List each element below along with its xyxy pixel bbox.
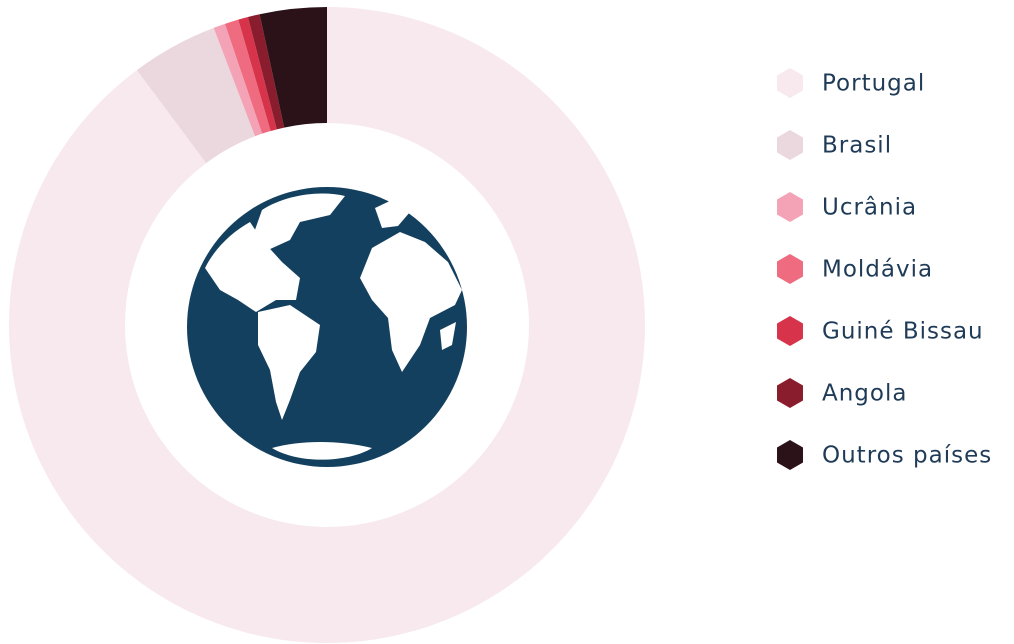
legend-label: Outros países [822, 443, 992, 469]
legend-label: Angola [822, 381, 907, 407]
legend-marker [777, 130, 803, 160]
donut [8, 7, 645, 643]
legend-label: Moldávia [822, 257, 933, 283]
slice [213, 23, 263, 137]
legend-marker [777, 68, 803, 98]
globe-icon [187, 187, 467, 467]
slice [8, 7, 645, 643]
legend-label: Guiné Bissau [822, 319, 984, 345]
slice [238, 16, 277, 132]
legend-marker [777, 316, 803, 346]
legend-label: Brasil [822, 133, 892, 159]
slice [247, 14, 285, 130]
legend-marker [777, 440, 803, 470]
slice [259, 7, 327, 128]
slice [136, 27, 256, 164]
legend-marker [777, 378, 803, 408]
legend-marker [777, 254, 803, 284]
legend-label: Portugal [822, 71, 925, 97]
slice [224, 19, 271, 134]
legend: Portugal Brasil Ucrânia Moldávia Guiné Bissa… [777, 68, 992, 470]
legend-marker [777, 192, 803, 222]
legend-label: Ucrânia [822, 195, 917, 221]
